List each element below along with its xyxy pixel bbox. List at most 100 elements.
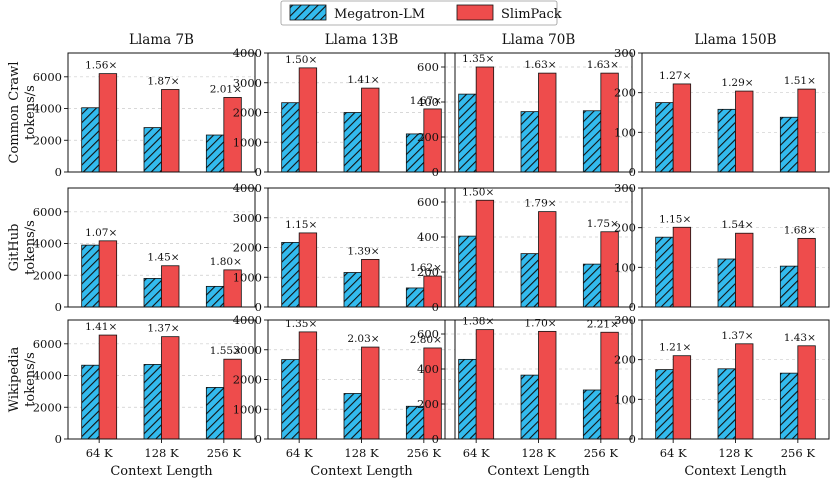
bar-slimpack — [672, 355, 692, 440]
bar-megatron — [520, 374, 539, 440]
speedup-label: 1.15× — [285, 219, 317, 231]
speedup-label: 1.62× — [410, 262, 442, 274]
axes-frame — [641, 52, 830, 173]
axes-frame — [267, 319, 456, 440]
bar-slimpack — [161, 265, 180, 308]
bar-megatron — [81, 364, 100, 440]
bar-megatron — [281, 359, 300, 440]
ytick-label: 4000 — [33, 102, 62, 116]
ytick-label: 200 — [417, 397, 439, 411]
bar-slimpack — [600, 331, 619, 440]
ytick-label: 100 — [614, 125, 636, 139]
speedup-label: 1.38× — [462, 316, 494, 328]
x-axis-label: Context Length — [487, 464, 590, 479]
ytick-label: 2000 — [33, 400, 62, 414]
speedup-label: 1.79× — [524, 198, 556, 210]
legend-label-slimpack: SlimPack — [501, 7, 562, 22]
xtick-label: 256 K — [584, 446, 619, 460]
ytick-label: 200 — [614, 86, 636, 100]
ytick-label: 400 — [417, 230, 439, 244]
bar-megatron — [717, 368, 736, 440]
bar-slimpack — [538, 330, 557, 440]
bar-slimpack — [98, 334, 118, 440]
ytick-label: 200 — [614, 221, 636, 235]
speedup-label: 1.63× — [587, 59, 619, 71]
bar-megatron — [655, 102, 674, 173]
model-title: Llama 7B — [129, 32, 194, 48]
bar-megatron — [458, 358, 477, 440]
speedup-label: 1.67× — [410, 95, 442, 107]
ytick-label: 4000 — [33, 237, 62, 251]
axes-frame — [444, 187, 633, 308]
bar-megatron — [582, 110, 602, 173]
panel-r0-c0: 0 2000 4000 6000 1.56× 1.87× 2.01× Llama 7B — [33, 32, 256, 179]
speedup-label: 1.45× — [147, 252, 179, 264]
model-title: Llama 70B — [502, 32, 576, 48]
ytick-label: 2000 — [233, 373, 262, 387]
bar-megatron — [143, 364, 162, 440]
row-label-group-2: Wikipedia tokens/s — [7, 346, 38, 412]
speedup-label: 1.43× — [784, 332, 816, 344]
speedup-label: 1.35× — [462, 53, 494, 65]
bar-slimpack — [475, 329, 495, 440]
speedup-label: 2.21× — [587, 318, 619, 330]
bar-slimpack — [98, 73, 118, 173]
y-axis-label: tokens/s — [23, 352, 38, 407]
bar-slimpack — [538, 211, 557, 308]
ytick-label: 300 — [614, 46, 636, 60]
bar-slimpack — [361, 258, 380, 308]
legend-label-megatron: Megatron-LM — [334, 7, 425, 22]
axes-frame — [67, 187, 256, 308]
bar-slimpack — [298, 331, 318, 440]
bar-slimpack — [735, 232, 754, 308]
bar-slimpack — [735, 343, 754, 440]
ytick-label: 400 — [417, 95, 439, 109]
bar-slimpack — [672, 226, 692, 308]
xtick-label: 128 K — [144, 446, 179, 460]
speedup-label: 1.41× — [347, 74, 379, 86]
xtick-label: 64 K — [463, 446, 490, 460]
xtick-label: 128 K — [344, 446, 379, 460]
speedup-label: 1.27× — [659, 70, 691, 82]
ytick-label: 0 — [432, 300, 439, 314]
speedup-label: 1.55× — [210, 345, 242, 357]
ytick-label: 0 — [432, 165, 439, 179]
speedup-label: 1.63× — [524, 59, 556, 71]
ytick-label: 4000 — [233, 313, 262, 327]
xtick-label: 64 K — [286, 446, 313, 460]
bar-megatron — [458, 235, 477, 308]
bar-megatron — [582, 263, 602, 308]
ytick-label: 200 — [417, 130, 439, 144]
bar-megatron — [143, 278, 162, 308]
ytick-label: 4000 — [233, 181, 262, 195]
legend-swatch-megatron — [289, 4, 327, 21]
ytick-label: 6000 — [33, 205, 62, 219]
speedup-label: 1.68× — [784, 224, 816, 236]
panel-r0-c2: 0 200 400 600 1.35× 1.63× 1.63× Llama 70B — [417, 32, 633, 179]
bar-slimpack — [672, 83, 692, 173]
x-axis-label: Context Length — [684, 464, 787, 479]
panel-r2-c2: 0 200 400 600 1.38× 64 K 1.70× 128 K 2.21× 256 K C… — [417, 316, 633, 479]
ytick-label: 2000 — [233, 241, 262, 255]
ytick-label: 1000 — [233, 270, 262, 284]
ytick-label: 100 — [614, 260, 636, 274]
bar-megatron — [343, 112, 362, 173]
speedup-label: 1.37× — [721, 330, 753, 342]
axes-frame — [641, 187, 830, 308]
ytick-label: 0 — [255, 300, 262, 314]
bar-slimpack — [161, 336, 180, 440]
bar-slimpack — [161, 89, 180, 173]
speedup-label: 1.07× — [85, 227, 117, 239]
bar-megatron — [779, 265, 799, 308]
axes-frame — [641, 319, 830, 440]
panel-r2-c3: 0 100 200 300 1.21× 64 K 1.37× 128 K 1.43× 256 K C… — [614, 313, 830, 479]
bar-slimpack — [797, 237, 816, 308]
ytick-label: 2000 — [233, 106, 262, 120]
ytick-label: 3000 — [233, 211, 262, 225]
speedup-label: 1.50× — [285, 54, 317, 66]
ytick-label: 1000 — [233, 402, 262, 416]
dataset-label: GitHub — [7, 224, 22, 272]
bar-megatron — [205, 387, 225, 440]
xtick-label: 64 K — [86, 446, 113, 460]
